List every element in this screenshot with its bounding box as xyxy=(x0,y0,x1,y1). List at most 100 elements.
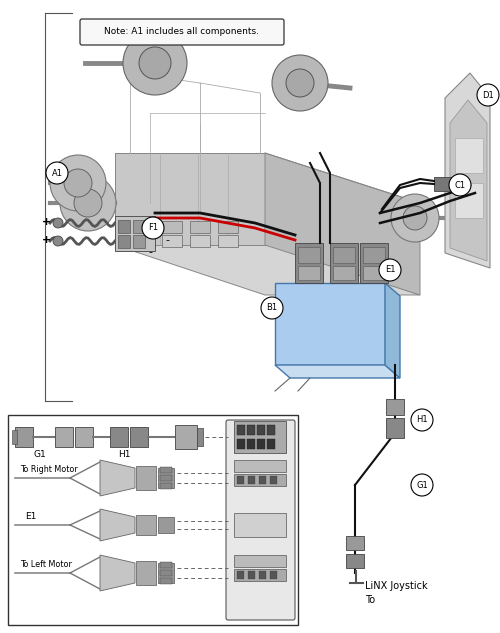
Bar xyxy=(133,235,145,248)
Text: Note: A1 includes all components.: Note: A1 includes all components. xyxy=(104,27,260,37)
Bar xyxy=(162,221,182,233)
Text: G1: G1 xyxy=(33,450,46,459)
Bar xyxy=(15,427,33,447)
Bar xyxy=(190,235,210,247)
Polygon shape xyxy=(275,283,385,365)
Bar xyxy=(434,177,452,191)
Circle shape xyxy=(46,162,68,184)
Bar xyxy=(270,476,277,484)
Bar xyxy=(386,418,404,438)
Bar xyxy=(267,439,275,449)
Bar xyxy=(160,578,172,584)
Bar xyxy=(259,476,266,484)
Polygon shape xyxy=(450,100,487,261)
Bar xyxy=(333,247,355,263)
Bar xyxy=(234,460,286,472)
Bar xyxy=(237,439,245,449)
Bar xyxy=(158,563,174,583)
Bar xyxy=(298,247,320,263)
Circle shape xyxy=(403,206,427,230)
Bar xyxy=(197,428,203,446)
Circle shape xyxy=(139,47,171,79)
Bar xyxy=(259,571,266,579)
Circle shape xyxy=(411,409,433,431)
Text: F1: F1 xyxy=(148,223,158,232)
Circle shape xyxy=(379,259,401,281)
Circle shape xyxy=(64,169,92,197)
Bar xyxy=(346,554,364,568)
Bar xyxy=(115,216,155,251)
Circle shape xyxy=(53,236,63,246)
Circle shape xyxy=(391,194,439,242)
Text: E1: E1 xyxy=(25,512,36,521)
Circle shape xyxy=(74,189,102,217)
Text: C1: C1 xyxy=(454,180,466,189)
Bar xyxy=(386,399,404,415)
Bar xyxy=(55,427,73,447)
Bar xyxy=(218,235,238,247)
Bar xyxy=(190,221,210,233)
Bar xyxy=(136,515,156,535)
Text: G1: G1 xyxy=(416,480,428,489)
Text: +: + xyxy=(42,217,51,227)
Text: To Left Motor: To Left Motor xyxy=(20,560,72,569)
Text: +: + xyxy=(42,235,51,245)
Bar xyxy=(130,427,148,447)
Bar xyxy=(75,427,93,447)
Bar xyxy=(234,555,286,567)
Bar xyxy=(363,247,385,263)
Bar xyxy=(160,570,172,576)
Text: H1: H1 xyxy=(416,415,428,425)
Polygon shape xyxy=(100,509,135,541)
Bar xyxy=(363,266,385,280)
Bar xyxy=(360,243,388,283)
Bar xyxy=(175,425,197,449)
Bar xyxy=(455,183,483,218)
Bar xyxy=(234,569,286,581)
Bar xyxy=(298,266,320,280)
Circle shape xyxy=(261,297,283,319)
Bar xyxy=(110,427,128,447)
Bar xyxy=(160,483,172,489)
Bar xyxy=(248,571,255,579)
Bar xyxy=(333,266,355,280)
Bar xyxy=(247,425,255,435)
Text: A1: A1 xyxy=(52,168,62,177)
Bar xyxy=(270,571,277,579)
Polygon shape xyxy=(445,73,490,268)
Circle shape xyxy=(142,217,164,239)
Bar xyxy=(267,425,275,435)
Text: E1: E1 xyxy=(385,265,395,275)
Bar xyxy=(237,425,245,435)
Bar xyxy=(257,425,265,435)
Bar xyxy=(12,430,17,444)
Bar xyxy=(8,415,298,625)
Bar xyxy=(455,138,483,173)
Text: LiNX Joystick: LiNX Joystick xyxy=(365,581,428,591)
Polygon shape xyxy=(100,460,135,496)
Bar xyxy=(218,221,238,233)
Bar xyxy=(295,243,323,283)
Circle shape xyxy=(53,218,63,228)
Bar xyxy=(237,571,244,579)
Bar xyxy=(330,243,358,283)
Bar xyxy=(346,536,364,550)
Bar xyxy=(234,474,286,486)
Bar xyxy=(234,513,286,537)
Circle shape xyxy=(286,69,314,97)
Bar xyxy=(136,466,156,490)
Bar xyxy=(248,476,255,484)
Circle shape xyxy=(272,55,328,111)
Text: To Right Motor: To Right Motor xyxy=(20,465,78,474)
Bar xyxy=(162,235,182,247)
Text: D1: D1 xyxy=(482,91,494,99)
Circle shape xyxy=(477,84,499,106)
Text: -: - xyxy=(165,235,169,245)
Bar xyxy=(234,421,286,453)
Bar xyxy=(237,476,244,484)
Polygon shape xyxy=(115,245,420,295)
Polygon shape xyxy=(100,555,135,591)
FancyBboxPatch shape xyxy=(80,19,284,45)
Polygon shape xyxy=(265,153,420,295)
Bar xyxy=(257,439,265,449)
